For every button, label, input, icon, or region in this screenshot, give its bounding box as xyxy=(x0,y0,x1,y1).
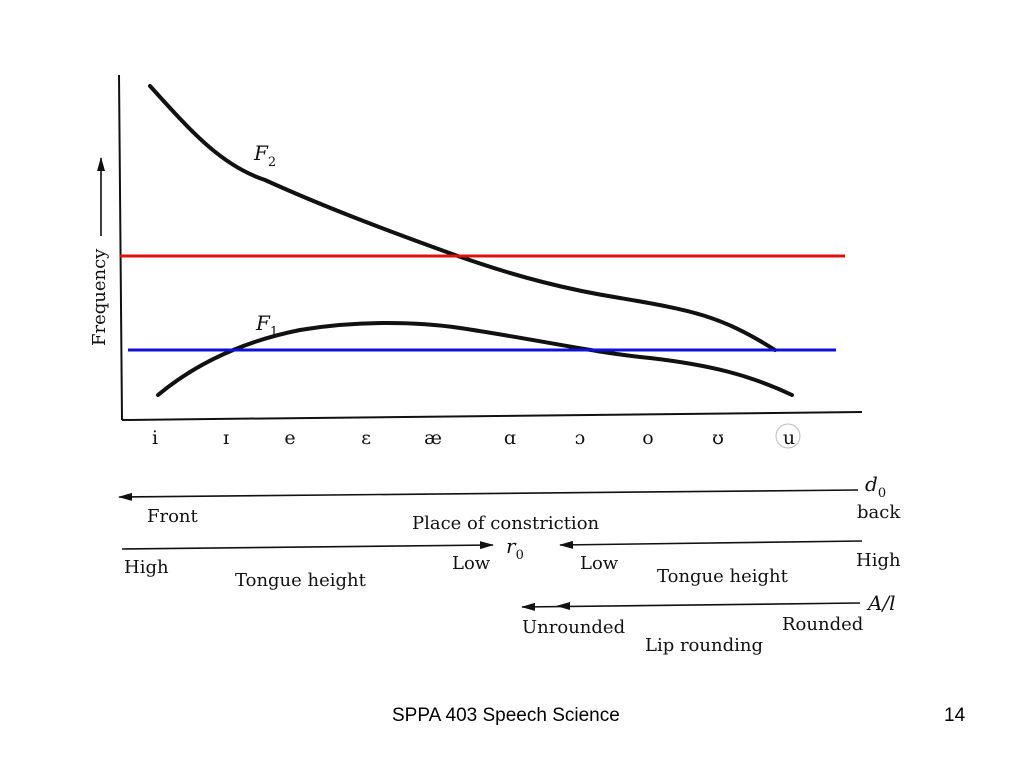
constriction-front: Front xyxy=(147,506,199,527)
y-axis xyxy=(118,74,123,421)
vowel-label: ʊ xyxy=(712,427,724,449)
tongue-left-high: High xyxy=(124,557,169,578)
tongue-left-arrow xyxy=(121,541,494,550)
footer-title: SPPA 403 Speech Science xyxy=(392,705,620,726)
lip-rounding-row: A/l Unrounded Rounded Lip rounding xyxy=(521,591,896,656)
lip-param: A/l xyxy=(866,591,896,615)
constriction-arrow xyxy=(118,489,859,501)
vowel-label: æ xyxy=(424,427,442,449)
tongue-right-label: Tongue height xyxy=(657,566,789,587)
tongue-right-arrow xyxy=(559,540,863,549)
tongue-right-low: Low xyxy=(580,553,619,574)
lip-rounded: Rounded xyxy=(782,614,863,635)
vowel-label: ɑ xyxy=(504,427,516,449)
vowel-labels: i ɪ e ɛ æ ɑ ɔ o ʊ u xyxy=(152,423,801,449)
tongue-left-label: Tongue height xyxy=(235,570,367,591)
vowel-label: ɛ xyxy=(361,427,371,449)
constriction-param: d0 xyxy=(865,472,886,501)
constriction-row: d0 Front Place of constriction back xyxy=(118,472,901,534)
page-number: 14 xyxy=(944,705,966,726)
f1-curve xyxy=(156,321,794,397)
tongue-right-high: High xyxy=(856,550,901,571)
vowel-u-circle xyxy=(775,423,801,449)
vowel-label: e xyxy=(284,427,295,449)
vowel-label: ɪ xyxy=(223,427,229,449)
vowel-label: ɔ xyxy=(575,427,586,449)
lip-unrounded: Unrounded xyxy=(522,617,625,638)
tongue-height-row: r0 High Tongue height Low Low Tongue hei… xyxy=(121,534,901,591)
f1-label: F1 xyxy=(255,311,278,340)
constriction-back: back xyxy=(857,502,901,523)
x-axis xyxy=(121,411,863,421)
lip-arrow-second-head xyxy=(556,602,570,610)
lip-arrow xyxy=(521,602,861,611)
tongue-left-low: Low xyxy=(452,553,491,574)
y-axis-label: Frequency xyxy=(89,248,110,346)
vowel-label: o xyxy=(642,427,653,449)
tongue-param: r0 xyxy=(506,534,524,563)
f2-curve xyxy=(148,84,777,352)
vowel-label: u xyxy=(783,427,795,449)
f2-label: F2 xyxy=(253,141,276,170)
constriction-label: Place of constriction xyxy=(412,513,600,534)
lip-label: Lip rounding xyxy=(645,635,763,656)
vowel-label: i xyxy=(152,427,158,449)
y-axis-label-group: Frequency xyxy=(89,157,110,346)
